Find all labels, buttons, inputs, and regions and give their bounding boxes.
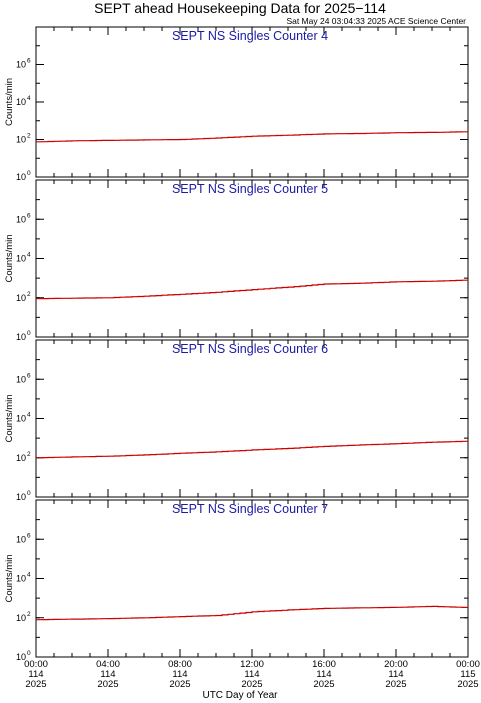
y-tick-label: 10 — [16, 374, 26, 384]
y-tick-exponent: 2 — [27, 133, 31, 140]
y-tick-exponent: 0 — [27, 170, 31, 177]
panel-title: SEPT NS Singles Counter 7 — [172, 502, 328, 516]
x-tick-year: 2025 — [97, 679, 118, 690]
y-tick-label: 10 — [16, 613, 26, 623]
series-line — [36, 440, 468, 459]
y-tick-label: 10 — [16, 534, 26, 544]
y-tick-label: 10 — [16, 172, 26, 182]
x-tick-year: 2025 — [169, 679, 190, 690]
x-tick-doy: 114 — [316, 669, 331, 680]
y-tick-exponent: 2 — [27, 611, 31, 618]
y-axis-label: Counts/min — [4, 554, 15, 602]
x-tick-doy: 114 — [100, 669, 115, 680]
panel-frame — [35, 339, 469, 498]
x-tick-year: 2025 — [25, 679, 46, 690]
x-tick-time: 12:00 — [240, 659, 264, 670]
y-tick-exponent: 4 — [27, 412, 31, 419]
y-tick-label: 10 — [16, 214, 26, 224]
panel-title: SEPT NS Singles Counter 6 — [172, 342, 328, 356]
x-tick-doy: 114 — [28, 669, 43, 680]
panel-title: SEPT NS Singles Counter 5 — [172, 182, 328, 196]
y-tick-exponent: 2 — [27, 451, 31, 458]
y-tick-label: 10 — [16, 135, 26, 145]
x-tick-doy: 114 — [244, 669, 259, 680]
y-tick-exponent: 0 — [27, 330, 31, 337]
generation-timestamp: Sat May 24 03:04:33 2025 ACE Science Cen… — [286, 16, 466, 26]
y-tick-exponent: 0 — [27, 490, 31, 497]
series-line — [36, 279, 468, 300]
y-tick-exponent: 4 — [27, 252, 31, 259]
y-axis-label: Counts/min — [4, 78, 15, 126]
y-tick-label: 10 — [16, 293, 26, 303]
x-tick-time: 08:00 — [168, 659, 192, 670]
y-tick-label: 10 — [16, 414, 26, 424]
x-tick-time: 16:00 — [312, 659, 336, 670]
y-tick-exponent: 4 — [27, 572, 31, 579]
series-line — [36, 605, 468, 621]
y-tick-exponent: 6 — [27, 372, 31, 379]
y-tick-exponent: 6 — [27, 532, 31, 539]
y-axis-label: Counts/min — [4, 394, 15, 442]
figure-title: SEPT ahead Housekeeping Data for 2025−11… — [94, 0, 386, 16]
y-tick-label: 10 — [16, 453, 26, 463]
x-tick-doy: 115 — [460, 669, 475, 680]
y-tick-exponent: 4 — [27, 95, 31, 102]
y-tick-label: 10 — [16, 97, 26, 107]
panel-frame — [35, 499, 469, 658]
x-tick-time: 00:00 — [24, 659, 48, 670]
y-tick-label: 10 — [16, 60, 26, 70]
x-tick-time: 20:00 — [384, 659, 408, 670]
panel-title: SEPT NS Singles Counter 4 — [172, 29, 328, 43]
y-axis-label: Counts/min — [4, 234, 15, 282]
x-axis: 00:00114202504:00114202508:00114202512:0… — [24, 659, 480, 690]
x-tick-time: 04:00 — [96, 659, 120, 670]
y-tick-label: 10 — [16, 332, 26, 342]
x-axis-label: UTC Day of Year — [202, 690, 278, 701]
y-tick-label: 10 — [16, 574, 26, 584]
y-tick-exponent: 6 — [27, 212, 31, 219]
y-tick-exponent: 6 — [27, 58, 31, 65]
y-tick-label: 10 — [16, 254, 26, 264]
y-tick-label: 10 — [16, 492, 26, 502]
panel-frame — [35, 26, 469, 178]
x-tick-year: 2025 — [313, 679, 334, 690]
series-line — [36, 131, 468, 143]
x-tick-year: 2025 — [385, 679, 406, 690]
x-tick-doy: 114 — [172, 669, 187, 680]
y-tick-label: 10 — [16, 652, 26, 662]
x-tick-doy: 114 — [388, 669, 403, 680]
x-tick-time: 00:00 — [456, 659, 480, 670]
x-tick-year: 2025 — [457, 679, 478, 690]
x-tick-year: 2025 — [241, 679, 262, 690]
y-tick-exponent: 0 — [27, 650, 31, 657]
panel-frame — [35, 179, 469, 338]
y-tick-exponent: 2 — [27, 291, 31, 298]
